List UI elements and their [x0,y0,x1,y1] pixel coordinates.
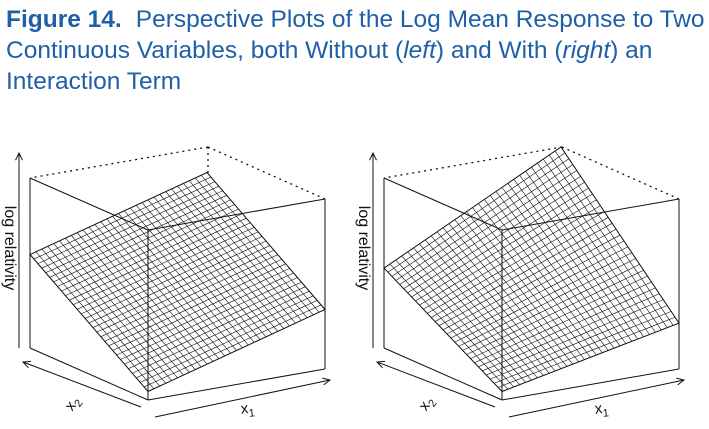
caption-left-word: left [403,37,436,64]
surface-mesh-line [183,183,302,321]
surface-mesh-line [49,195,227,278]
z-axis-label: log relativity [355,206,372,290]
surface-mesh-line [33,176,212,260]
figure-caption: Figure 14. Perspective Plots of the Log M… [6,4,706,97]
x2-axis-label: x2 [61,393,85,416]
surface-mesh-line [537,162,656,333]
caption-text-2: ) and With ( [435,37,563,64]
x2-axis-label-subscript: 2 [72,398,85,410]
box-edge-base-front-right [147,368,326,401]
surface-mesh-line [403,176,581,289]
surface-mesh-line [548,154,668,328]
z-axis-label: log relativity [1,206,18,290]
perspective-plot-right: log relativity x2 x1 [354,118,709,429]
perspective-plot-left: log relativity x2 x1 [0,118,355,429]
x1-axis-label: x1 [240,399,256,420]
box-edge-top-front-right [501,198,680,231]
surface-mesh-line [194,177,314,316]
box-edge-base-front-left [383,347,503,401]
x2-axis-arrow [22,361,142,408]
x1-axis-arrow-head [322,377,332,386]
x1-axis-label-subscript: 1 [248,407,255,420]
surface-mesh-line [45,190,223,274]
x1-axis-arrow [508,379,685,418]
surface-mesh-line [554,150,674,326]
box-edge-base-front-right [501,368,680,401]
x2-axis-arrow-head [375,360,386,369]
x1-axis-arrow-head [676,377,686,386]
perspective-plot-right-svg: log relativity x2 x1 [355,146,686,421]
surface-mesh-line [387,152,566,273]
box-edge-top-front-right [147,198,326,231]
surface-mesh-line [200,175,320,313]
figure-label: Figure 14. [6,6,122,33]
hidden-edge-top-left [29,146,209,179]
surface-mesh-line [41,185,219,269]
box-edge-top-front-left [383,177,503,231]
surface-mesh-line [543,158,662,331]
box-edge-base-front-left [29,347,149,401]
x2-axis-arrow-head [21,360,32,369]
z-axis-arrow-head [369,151,377,161]
x2-axis-label-subscript: 2 [426,398,439,410]
caption-right-word: right [562,37,611,64]
surface-mesh-line [37,181,215,264]
x1-axis-arrow [154,379,331,418]
hidden-edge-top-left [383,146,563,179]
surface-mesh-line [189,180,308,318]
hidden-edge-top-right [207,146,326,200]
perspective-plot-left-svg: log relativity x2 x1 [1,146,332,421]
x2-axis-arrow [376,361,496,408]
caption-text-1: Perspective Plots of the Log Mean Respon… [6,6,705,64]
box-edge-top-front-left [29,177,149,231]
x1-axis-label-subscript: 1 [602,407,609,420]
x1-axis-label: x1 [594,399,610,420]
caption-text-3: ) an Interaction Term [6,37,653,95]
x2-axis-label: x2 [415,393,439,416]
surface-mesh-line [399,170,577,285]
surface-mesh-line [391,158,570,277]
z-axis-arrow-head [15,151,23,161]
